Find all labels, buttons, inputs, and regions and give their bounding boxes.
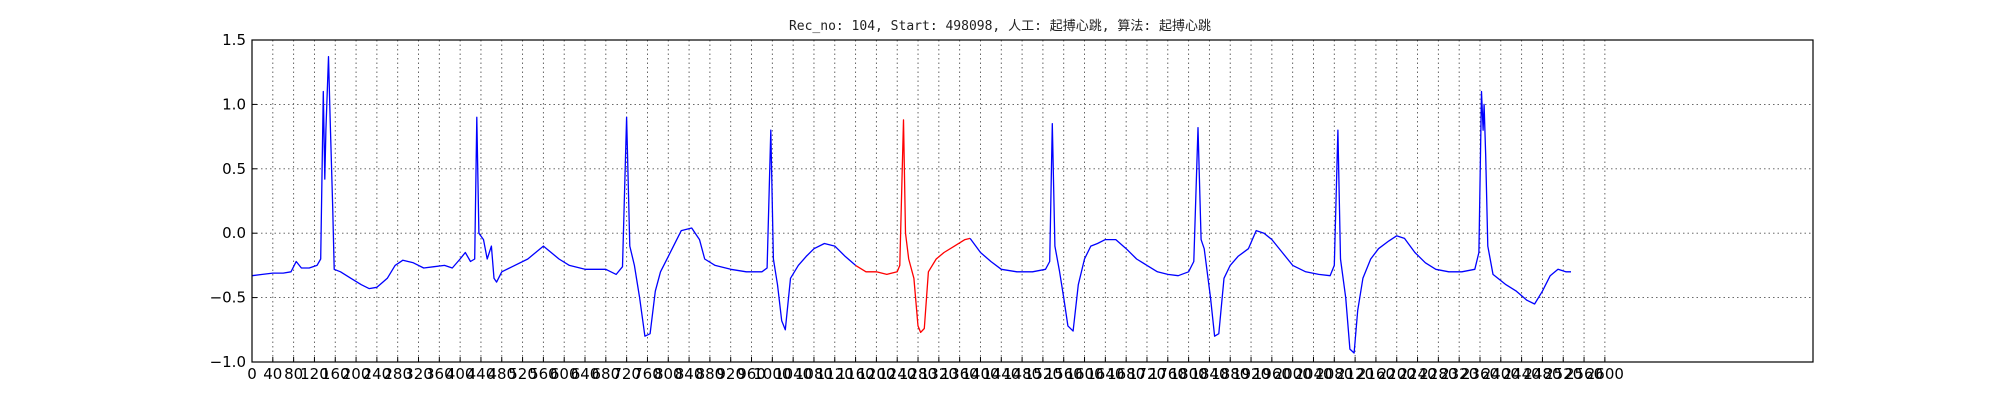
x-tick-label: 1120 bbox=[816, 365, 854, 383]
x-tick-label: 1520 bbox=[1024, 365, 1062, 383]
x-tick-label: 1040 bbox=[774, 365, 812, 383]
y-axis: −1.0 −0.5 0.0 0.5 1.0 1.5 bbox=[210, 31, 257, 371]
x-tick-label: 2560 bbox=[1565, 365, 1603, 383]
x-tick-label: 1760 bbox=[1149, 365, 1187, 383]
x-tick-label: 2120 bbox=[1336, 365, 1374, 383]
x-tick-label: 1160 bbox=[836, 365, 874, 383]
x-tick-label: 0 bbox=[247, 365, 257, 383]
x-tick-label: 160 bbox=[321, 365, 350, 383]
x-tick-label: 2200 bbox=[1378, 365, 1416, 383]
chart-title: Rec_no: 104, Start: 498098, 人工: 起搏心跳, 算法… bbox=[789, 18, 1211, 34]
x-tick-label: 1280 bbox=[899, 365, 937, 383]
x-tick-label: 560 bbox=[529, 365, 558, 383]
x-tick-label: 960 bbox=[737, 365, 766, 383]
x-tick-label: 1480 bbox=[1003, 365, 1041, 383]
x-tick-label: 120 bbox=[300, 365, 329, 383]
x-tick-label: 1560 bbox=[1045, 365, 1083, 383]
y-tick-label: 0.5 bbox=[222, 160, 246, 178]
x-axis: 0 40 8012016020024028032036040044048052056… bbox=[247, 357, 1624, 383]
x-tick-label: 520 bbox=[508, 365, 537, 383]
x-tick-label: 920 bbox=[716, 365, 745, 383]
x-tick-label: 1800 bbox=[1170, 365, 1208, 383]
x-tick-label: 720 bbox=[612, 365, 641, 383]
x-tick-label: 400 bbox=[446, 365, 475, 383]
y-tick-label: 0.0 bbox=[222, 224, 246, 242]
ecg-signal-segment bbox=[251, 56, 857, 337]
x-tick-label: 2160 bbox=[1357, 365, 1395, 383]
x-tick-label: 2440 bbox=[1503, 365, 1541, 383]
x-tick-label: 2520 bbox=[1544, 365, 1582, 383]
x-tick-label: 200 bbox=[342, 365, 371, 383]
x-tick-label: 2320 bbox=[1440, 365, 1478, 383]
x-tick-label: 640 bbox=[571, 365, 600, 383]
x-tick-label: 240 bbox=[363, 365, 392, 383]
y-tick-label: −1.0 bbox=[210, 353, 246, 371]
x-tick-label: 1240 bbox=[878, 365, 916, 383]
x-tick-label: 1920 bbox=[1232, 365, 1270, 383]
x-tick-label: 2480 bbox=[1523, 365, 1561, 383]
x-tick-label: 480 bbox=[487, 365, 516, 383]
x-tick-label: 2400 bbox=[1482, 365, 1520, 383]
ecg-signal bbox=[251, 56, 1571, 354]
x-tick-label: 1720 bbox=[1128, 365, 1166, 383]
x-tick-label: 1880 bbox=[1211, 365, 1249, 383]
x-tick-label: 1000 bbox=[753, 365, 791, 383]
x-tick-label: 1360 bbox=[941, 365, 979, 383]
y-tick-label: −0.5 bbox=[210, 289, 246, 307]
x-tick-label: 2240 bbox=[1398, 365, 1436, 383]
ecg-signal-segment bbox=[969, 90, 1571, 354]
x-tick-label: 1680 bbox=[1107, 365, 1145, 383]
y-tick-label: 1.0 bbox=[222, 95, 246, 113]
x-tick-label: 440 bbox=[467, 365, 496, 383]
x-tick-label: 1080 bbox=[795, 365, 833, 383]
y-tick-label: 1.5 bbox=[222, 31, 246, 49]
x-tick-label: 1400 bbox=[961, 365, 999, 383]
x-tick-label: 360 bbox=[425, 365, 454, 383]
x-tick-label: 760 bbox=[633, 365, 662, 383]
x-tick-label: 800 bbox=[654, 365, 683, 383]
x-tick-label: 1600 bbox=[1065, 365, 1103, 383]
x-tick-label: 1320 bbox=[920, 365, 958, 383]
x-tick-label: 840 bbox=[675, 365, 704, 383]
grid bbox=[251, 39, 1813, 363]
x-tick-label: 2040 bbox=[1294, 365, 1332, 383]
x-tick-label: 2080 bbox=[1315, 365, 1353, 383]
x-tick-label: 880 bbox=[696, 365, 725, 383]
x-tick-label: 600 bbox=[550, 365, 579, 383]
ecg-highlight-segment bbox=[855, 119, 971, 334]
x-tick-label: 2000 bbox=[1274, 365, 1312, 383]
x-tick-label: 1960 bbox=[1253, 365, 1291, 383]
x-tick-label: 2280 bbox=[1419, 365, 1457, 383]
x-tick-label: 280 bbox=[383, 365, 412, 383]
x-tick-label: 680 bbox=[592, 365, 621, 383]
x-tick-label: 2600 bbox=[1586, 365, 1624, 383]
x-tick-label: 80 bbox=[284, 365, 303, 383]
x-tick-label: 1840 bbox=[1190, 365, 1228, 383]
plot-area-frame bbox=[251, 39, 1814, 363]
x-tick-label: 1440 bbox=[982, 365, 1020, 383]
x-tick-label: 1640 bbox=[1086, 365, 1124, 383]
x-tick-label: 320 bbox=[404, 365, 433, 383]
x-tick-label: 40 bbox=[263, 365, 282, 383]
x-tick-label: 2360 bbox=[1461, 365, 1499, 383]
x-tick-label: 1200 bbox=[857, 365, 895, 383]
